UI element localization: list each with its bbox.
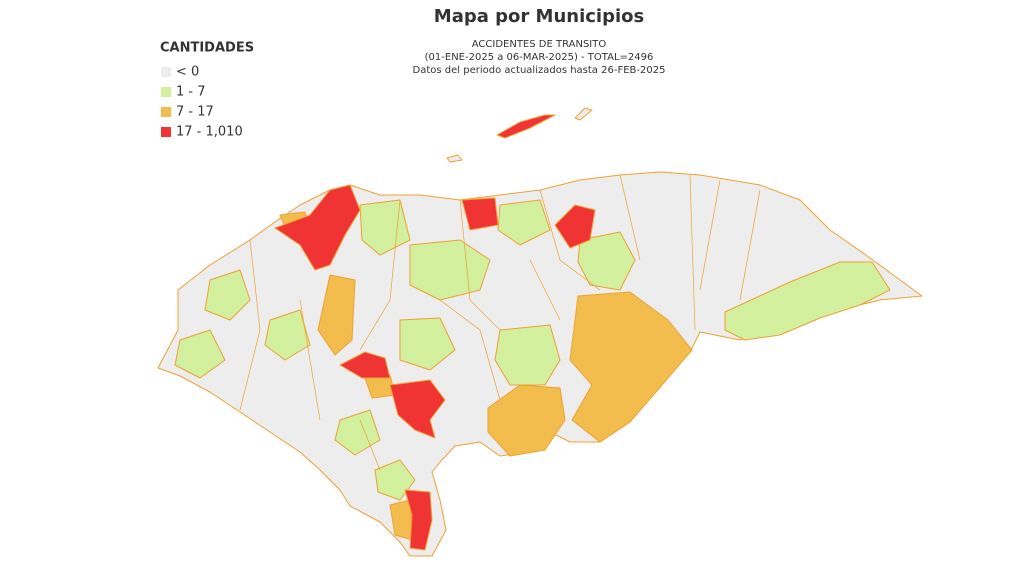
region [724,261,891,341]
legend-swatch [161,107,171,117]
region [461,197,499,231]
region [399,317,456,371]
legend-label: 7 - 17 [176,105,214,120]
region [264,309,311,361]
legend-title: CANTIDADES [160,41,254,56]
legend-items: < 0 1 - 7 7 - 17 17 - 1,010 [161,65,243,140]
legend-swatch [161,67,171,77]
island [574,107,593,121]
region [409,239,491,301]
region [554,204,596,249]
legend-label: < 0 [176,65,199,80]
legend-label: 1 - 7 [176,85,206,100]
legend: CANTIDADES < 0 1 - 7 7 - 17 17 - 1,010 [160,41,254,140]
region [404,489,433,551]
island [496,114,556,139]
legend-swatch [161,127,171,137]
region [497,199,551,246]
legend-swatch [161,87,171,97]
region [174,329,226,379]
region [334,409,381,456]
boundary [239,174,761,471]
subtitle-line: (01-ENE-2025 a 06-MAR-2025) - TOTAL=2496 [425,52,654,63]
region [577,231,636,291]
region [487,384,566,457]
island [446,154,463,163]
region [494,324,561,386]
legend-label: 17 - 1,010 [176,125,243,140]
region [389,379,446,439]
region [569,291,693,443]
subtitle-line: Datos del periodo actualizados hasta 26-… [413,65,666,76]
map [157,107,923,557]
region [317,274,356,356]
map-title: Mapa por Municipios [434,6,644,27]
subtitle-line: ACCIDENTES DE TRANSITO [472,39,607,50]
region [339,351,391,379]
region [274,184,361,271]
region [204,269,251,321]
